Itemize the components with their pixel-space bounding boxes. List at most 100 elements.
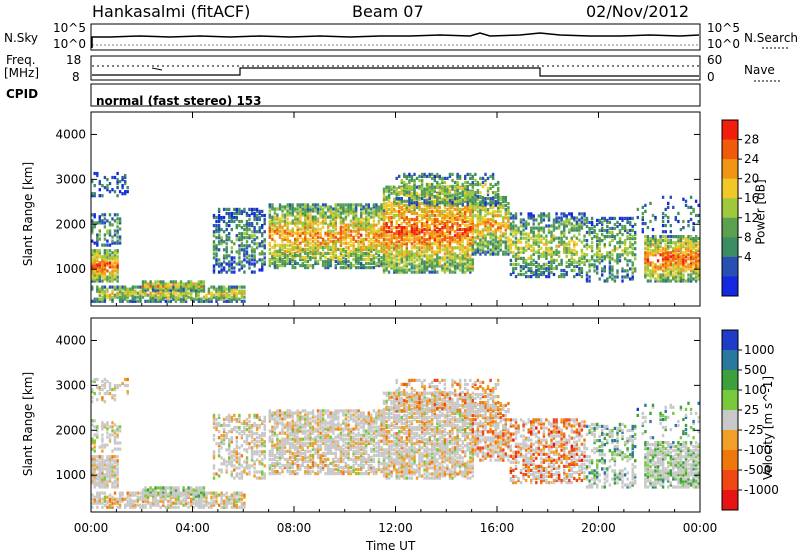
heatmap-cell bbox=[235, 217, 238, 222]
heatmap-cell bbox=[393, 189, 396, 193]
heatmap-cell bbox=[585, 216, 589, 220]
heatmap-cell bbox=[159, 280, 162, 284]
heatmap-cell bbox=[116, 251, 119, 255]
heatmap-cell bbox=[222, 215, 226, 220]
heatmap-cell bbox=[395, 264, 398, 268]
heatmap-cell bbox=[547, 224, 551, 228]
heatmap-cell bbox=[306, 243, 310, 247]
heatmap-cell bbox=[390, 219, 393, 224]
heatmap-cell bbox=[504, 216, 507, 220]
heatmap-cell bbox=[438, 222, 441, 226]
heatmap-cell bbox=[271, 219, 274, 223]
heatmap-cell bbox=[694, 251, 698, 255]
heatmap-cell bbox=[126, 289, 129, 293]
heatmap-cell bbox=[415, 215, 419, 220]
heatmap-cell bbox=[425, 258, 429, 262]
heatmap-cell bbox=[375, 209, 378, 213]
heatmap-cell bbox=[689, 243, 693, 247]
heatmap-cell bbox=[418, 264, 421, 268]
heatmap-cell bbox=[474, 191, 477, 195]
heatmap-cell bbox=[354, 223, 358, 227]
heatmap-cell bbox=[187, 291, 190, 295]
nave-label: Nave bbox=[744, 63, 775, 77]
heatmap-cell bbox=[387, 219, 391, 224]
heatmap-cell bbox=[540, 220, 543, 224]
heatmap-cell bbox=[304, 255, 307, 260]
heatmap-cell bbox=[458, 260, 462, 264]
heatmap-cell bbox=[524, 240, 528, 244]
heatmap-cell bbox=[296, 245, 299, 249]
heatmap-cell bbox=[438, 193, 441, 197]
heatmap-cell bbox=[299, 205, 302, 209]
heatmap-cell bbox=[555, 218, 558, 222]
heatmap-cell bbox=[479, 248, 482, 252]
heatmap-cell bbox=[446, 248, 449, 252]
heatmap-cell bbox=[230, 246, 233, 250]
heatmap-cell bbox=[116, 485, 119, 489]
heatmap-cell bbox=[519, 266, 523, 271]
heatmap-cell bbox=[169, 291, 173, 295]
nsky-tick-top-right: 10^5 bbox=[707, 21, 740, 35]
heatmap-cell bbox=[448, 240, 452, 244]
heatmap-cell bbox=[116, 178, 119, 182]
heatmap-cell bbox=[271, 221, 274, 225]
heatmap-cell bbox=[311, 225, 315, 229]
heatmap-cell bbox=[157, 299, 160, 303]
heatmap-cell bbox=[679, 261, 683, 265]
heatmap-cell bbox=[466, 250, 469, 254]
heatmap-cell bbox=[329, 257, 332, 262]
heatmap-cell bbox=[481, 204, 485, 208]
heatmap-cell bbox=[491, 212, 495, 216]
heatmap-cell bbox=[479, 234, 482, 238]
heatmap-cell bbox=[448, 201, 452, 205]
heatmap-cell bbox=[453, 254, 457, 258]
heatmap-cell bbox=[590, 222, 594, 227]
heatmap-cell bbox=[474, 208, 477, 212]
heatmap-cell bbox=[545, 252, 548, 256]
heatmap-cell bbox=[466, 189, 469, 193]
heatmap-cell bbox=[116, 263, 119, 267]
heatmap-cell bbox=[372, 243, 376, 247]
heatmap-cell bbox=[205, 295, 208, 299]
heatmap-cell bbox=[390, 266, 393, 270]
heatmap-cell bbox=[129, 299, 132, 303]
heatmap-cell bbox=[446, 184, 449, 189]
heatmap-cell bbox=[469, 242, 472, 246]
heatmap-cell bbox=[405, 226, 408, 230]
heatmap-cell bbox=[344, 227, 348, 231]
heatmap-cell bbox=[177, 284, 180, 288]
heatmap-cell bbox=[545, 234, 548, 238]
heatmap-cell bbox=[268, 247, 271, 251]
heatmap-cell bbox=[568, 264, 571, 269]
heatmap-cell bbox=[294, 255, 297, 260]
heatmap-cell bbox=[248, 266, 251, 270]
heatmap-cell bbox=[96, 455, 99, 459]
heatmap-cell bbox=[689, 205, 693, 209]
heatmap-cell bbox=[649, 251, 652, 255]
heatmap-cell bbox=[349, 205, 353, 209]
heatmap-cell bbox=[101, 295, 104, 299]
heatmap-cell bbox=[400, 178, 403, 183]
heatmap-cell bbox=[118, 291, 122, 295]
heatmap-cell bbox=[390, 240, 393, 244]
heatmap-cell bbox=[179, 291, 183, 295]
heatmap-cell bbox=[362, 245, 365, 249]
heatmap-cell bbox=[441, 234, 444, 238]
heatmap-cell bbox=[96, 433, 99, 437]
heatmap-cell bbox=[365, 266, 368, 270]
heatmap-cell bbox=[486, 189, 490, 193]
heatmap-cell bbox=[494, 222, 497, 226]
heatmap-cell bbox=[263, 260, 266, 264]
heatmap-cell bbox=[316, 209, 320, 213]
heatmap-cell bbox=[101, 427, 104, 431]
heatmap-cell bbox=[456, 236, 459, 240]
heatmap-cell bbox=[689, 273, 693, 277]
heatmap-cell bbox=[405, 248, 408, 252]
heatmap-cell bbox=[425, 207, 429, 211]
heatmap-cell bbox=[324, 259, 327, 264]
heatmap-cell bbox=[530, 230, 533, 234]
heatmap-cell bbox=[453, 258, 457, 262]
heatmap-cell bbox=[410, 262, 414, 266]
heatmap-cell bbox=[428, 240, 431, 244]
heatmap-cell bbox=[456, 176, 459, 180]
